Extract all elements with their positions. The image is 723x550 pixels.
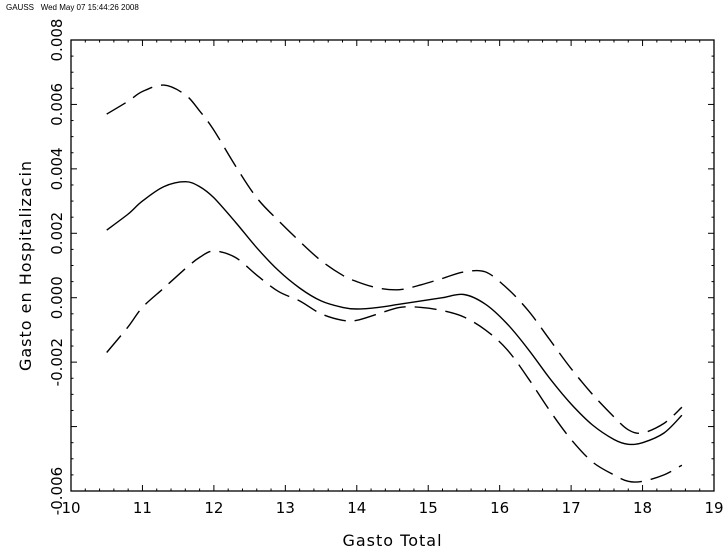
series-upper-band — [106, 84, 683, 435]
x-tick-label: 15 — [419, 499, 438, 517]
y-tick-label: 0.002 — [48, 212, 66, 255]
timestamp: Wed May 07 15:44:26 2008 — [40, 3, 139, 12]
program-name: GAUSS — [6, 3, 35, 12]
x-tick-label: 14 — [347, 499, 366, 517]
x-tick-label: 18 — [633, 499, 652, 517]
gauss-header: GAUSS Wed May 07 15:44:26 2008 — [6, 3, 139, 12]
y-tick-label: -0.006 — [48, 467, 66, 515]
y-tick-label: -0.002 — [48, 338, 66, 386]
y-axis-title: Gasto en Hospitalizacin — [16, 160, 35, 371]
y-tick-label: 0.004 — [48, 147, 66, 190]
x-axis-title: Gasto Total — [342, 531, 442, 550]
x-tick-label: 17 — [562, 499, 581, 517]
y-tick-label: 0.006 — [48, 83, 66, 126]
y-tick-label: 0.000 — [48, 276, 66, 319]
x-tick-label: 12 — [204, 499, 223, 517]
x-tick-label: 10 — [61, 499, 80, 517]
y-tick-label: 0.008 — [48, 19, 66, 62]
plot-frame — [70, 39, 715, 492]
x-tick-label: 19 — [704, 499, 723, 517]
series-lower-band — [106, 250, 683, 483]
x-tick-label: 13 — [276, 499, 295, 517]
x-tick-label: 16 — [490, 499, 509, 517]
x-tick-label: 11 — [133, 499, 152, 517]
series-estimate — [106, 181, 683, 446]
